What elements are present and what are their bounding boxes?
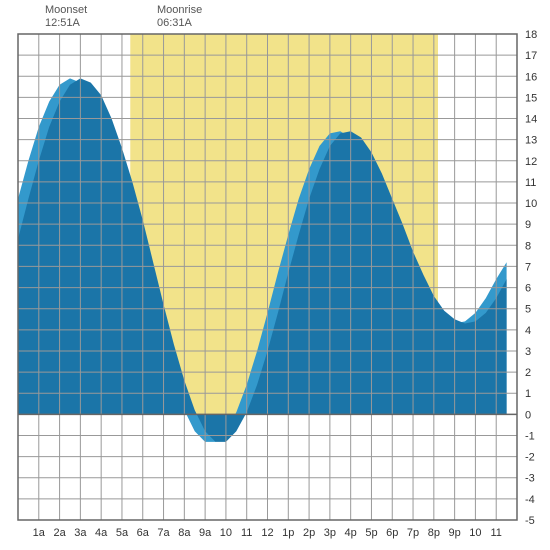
y-axis-label: 12 xyxy=(525,156,537,168)
x-axis-label: 9p xyxy=(449,527,461,539)
x-axis-label: 11 xyxy=(490,527,501,539)
moon-annotation: Moonset12:51A xyxy=(45,4,87,30)
y-axis-label: 15 xyxy=(525,92,537,104)
y-axis-label: 6 xyxy=(525,283,531,295)
y-axis-label: 8 xyxy=(525,240,531,252)
y-axis-label: 10 xyxy=(525,198,537,210)
y-axis-label: 16 xyxy=(525,71,537,83)
y-axis-label: 0 xyxy=(525,409,531,421)
x-axis-label: 1a xyxy=(33,527,46,539)
y-axis-label: 4 xyxy=(525,325,531,337)
x-axis-label: 2a xyxy=(53,527,66,539)
x-axis-label: 9a xyxy=(199,527,212,539)
x-axis-label: 10 xyxy=(469,527,481,539)
x-axis-label: 5p xyxy=(365,527,377,539)
x-axis-label: 11 xyxy=(241,527,252,539)
x-axis-label: 2p xyxy=(303,527,315,539)
x-axis-label: 6a xyxy=(137,527,150,539)
x-axis-label: 6p xyxy=(386,527,398,539)
y-axis-label: -2 xyxy=(525,452,535,464)
moon-annotation: Moonrise06:31A xyxy=(157,4,202,30)
y-axis-label: 9 xyxy=(525,219,531,231)
y-axis-label: -1 xyxy=(525,430,535,442)
y-axis-label: 13 xyxy=(525,135,537,147)
x-axis-label: 3a xyxy=(74,527,87,539)
x-axis-label: 1p xyxy=(282,527,294,539)
y-axis-label: 7 xyxy=(525,261,531,273)
y-axis-label: 3 xyxy=(525,346,531,358)
x-axis-label: 5a xyxy=(116,527,129,539)
x-axis-label: 4a xyxy=(95,527,108,539)
tide-chart: 1a2a3a4a5a6a7a8a9a1011121p2p3p4p5p6p7p8p… xyxy=(0,0,550,550)
y-axis-label: 18 xyxy=(525,29,537,41)
x-axis-label: 7p xyxy=(407,527,419,539)
x-axis-label: 4p xyxy=(345,527,357,539)
moon-annotation-title: Moonset xyxy=(45,4,87,17)
y-axis-label: -3 xyxy=(525,473,535,485)
x-axis-label: 10 xyxy=(220,527,232,539)
y-axis-label: 14 xyxy=(525,114,537,126)
moon-annotation-title: Moonrise xyxy=(157,4,202,17)
x-axis-label: 3p xyxy=(324,527,336,539)
moon-annotation-time: 12:51A xyxy=(45,17,87,30)
x-axis-label: 12 xyxy=(261,527,273,539)
y-axis-label: 2 xyxy=(525,367,531,379)
y-axis-label: 17 xyxy=(525,50,537,62)
y-axis-label: -5 xyxy=(525,515,535,527)
y-axis-label: 5 xyxy=(525,304,531,316)
x-axis-label: 8p xyxy=(428,527,440,539)
x-axis-label: 7a xyxy=(157,527,170,539)
y-axis-label: -4 xyxy=(525,494,535,506)
tide-chart-container: 1a2a3a4a5a6a7a8a9a1011121p2p3p4p5p6p7p8p… xyxy=(0,0,550,550)
moon-annotation-time: 06:31A xyxy=(157,17,202,30)
y-axis-label: 1 xyxy=(525,388,531,400)
x-axis-label: 8a xyxy=(178,527,191,539)
y-axis-label: 11 xyxy=(525,177,536,189)
